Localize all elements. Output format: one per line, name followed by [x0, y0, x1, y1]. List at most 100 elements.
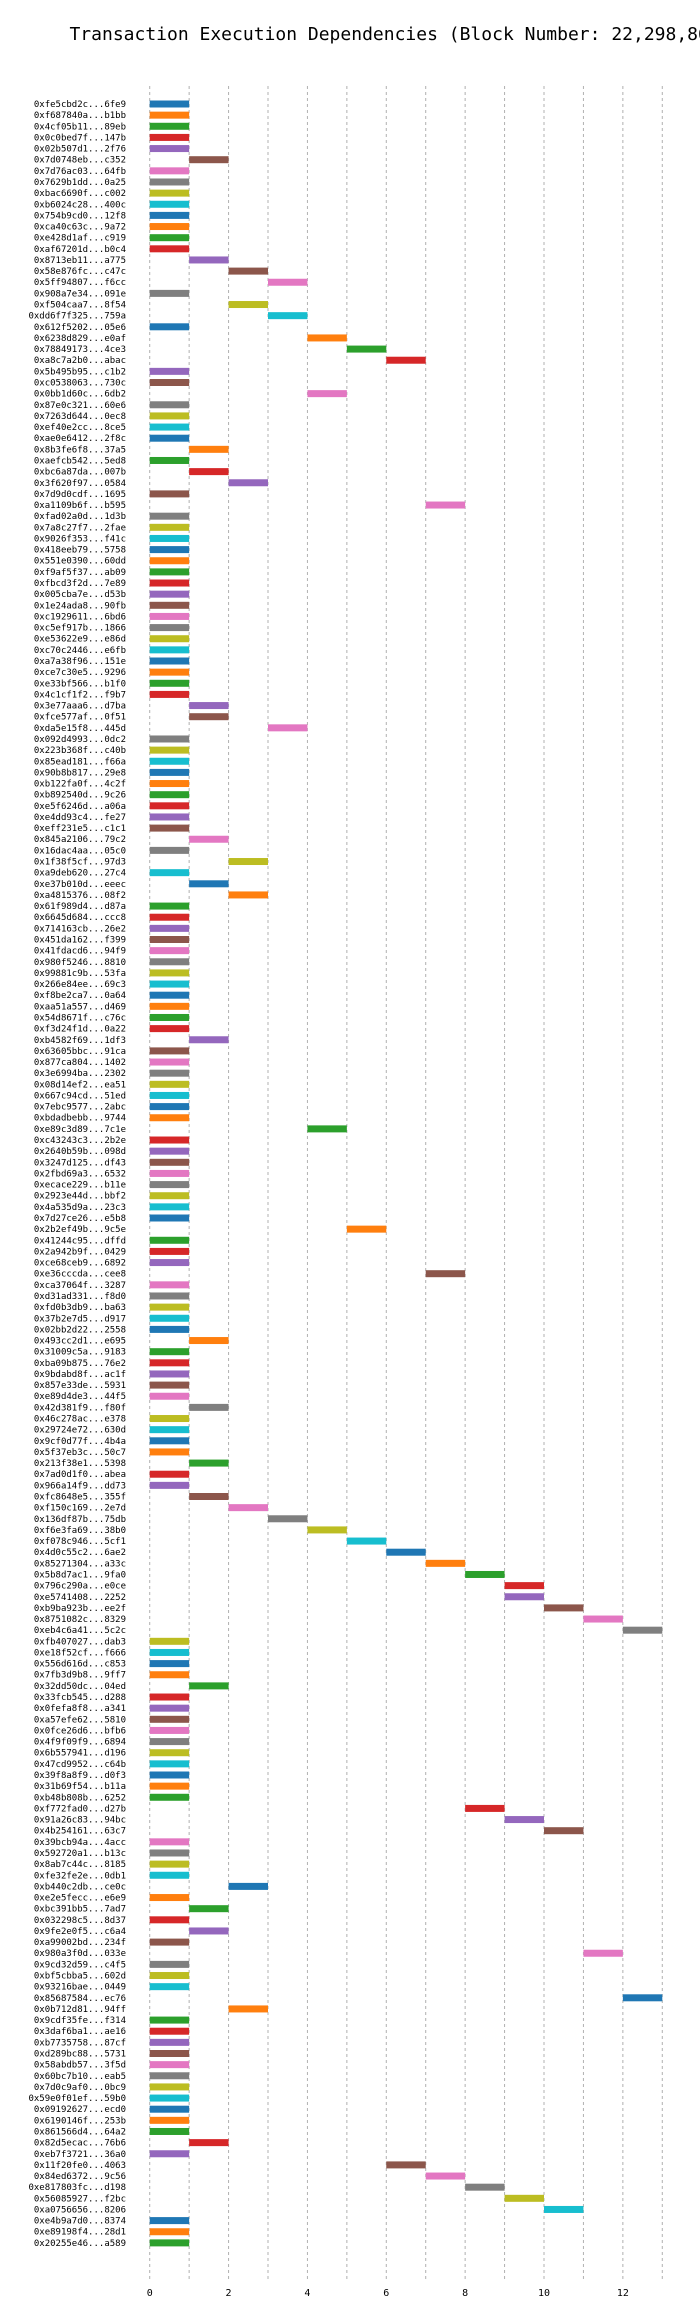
transaction-bar [149, 111, 190, 119]
transaction-label: 0x980f5246...8810 [34, 958, 126, 968]
transaction-label: 0xf504caa7...8f54 [34, 301, 126, 311]
transaction-label: 0x7d27ce26...e5b8 [34, 1214, 126, 1224]
transaction-bar [386, 1548, 426, 1556]
x-tick-label: 8 [462, 2288, 468, 2299]
transaction-label: 0x8713eb11...a775 [34, 256, 126, 266]
transaction-label: 0x0fce26d6...bfb6 [34, 1726, 126, 1736]
transaction-bar [149, 323, 190, 331]
transaction-bar [149, 1793, 190, 1801]
transaction-label: 0x90b8b817...29e8 [34, 768, 126, 778]
transaction-label: 0x39bcb94a...4acc [34, 1838, 126, 1848]
transaction-label: 0x2923e44d...bbf2 [34, 1192, 126, 1202]
bars [149, 100, 663, 2247]
transaction-label: 0x46c278ac...e378 [34, 1415, 126, 1425]
transaction-label: 0xe4dd93c4...fe27 [34, 813, 126, 823]
transaction-label: 0x005cba7e...d53b [34, 590, 126, 600]
transaction-bar [504, 2194, 544, 2202]
x-tick-labels: 0 2 4 6 8 10 12 [147, 2288, 629, 2299]
transaction-bar [149, 456, 190, 464]
transaction-label: 0x41244c95...dffd [34, 1236, 126, 1246]
transaction-label: 0xa99002bd...234f [34, 1938, 126, 1948]
transaction-bar [149, 145, 190, 153]
transaction-label: 0x31b69f54...b11a [34, 1782, 126, 1792]
transaction-label: 0x58e876fc...c47c [34, 267, 126, 277]
transaction-bar [189, 1337, 229, 1345]
transaction-label: 0x418eeb79...5758 [34, 546, 126, 556]
transaction-label: 0x1f38f5cf...97d3 [34, 858, 126, 868]
transaction-label: 0xb6024c28...400c [34, 200, 126, 210]
transaction-label: 0xc5ef917b...1866 [34, 624, 126, 634]
transaction-bar [189, 1459, 229, 1467]
transaction-bar [149, 434, 190, 442]
transaction-label: 0xce7c30e5...9296 [34, 668, 126, 678]
transaction-bar [386, 356, 426, 364]
transaction-bar [149, 924, 190, 932]
transaction-label: 0x0bb1d60c...6db2 [34, 390, 126, 400]
transaction-bar [149, 969, 190, 977]
transaction-bar [149, 1715, 190, 1723]
transaction-bar [149, 1470, 190, 1478]
transaction-bar [149, 846, 190, 854]
transaction-bar [149, 768, 190, 776]
transaction-label: 0xe37b010d...eeec [34, 880, 126, 890]
transaction-bar [149, 1058, 190, 1066]
transaction-bar [189, 713, 229, 721]
transaction-bar [149, 947, 190, 955]
transaction-bar [268, 312, 308, 320]
transaction-label: 0x4a535d9a...23c3 [34, 1203, 126, 1213]
transaction-label: 0xdd6f7f325...759a [28, 312, 126, 322]
transaction-label: 0x7263d644...0ec8 [34, 412, 126, 422]
transaction-label: 0x93216bae...0449 [34, 1983, 126, 1993]
transaction-bar [307, 1526, 347, 1534]
transaction-label: 0x551e0390...60dd [34, 557, 126, 567]
transaction-label: 0x16dac4aa...05c0 [34, 846, 126, 856]
transaction-bar [149, 1103, 190, 1111]
transaction-label: 0x7ad0d1f0...abea [34, 1470, 126, 1480]
transaction-bar [149, 379, 190, 386]
transaction-bar [149, 401, 190, 409]
transaction-bar [149, 780, 190, 788]
transaction-bar [149, 546, 190, 554]
transaction-label: 0xe5741408...2252 [34, 1593, 126, 1603]
transaction-bar [149, 1448, 190, 1456]
transaction-label: 0x845a2106...79c2 [34, 835, 126, 845]
transaction-bar [149, 1047, 190, 1055]
transaction-bar [149, 757, 190, 765]
transaction-bar [149, 1749, 190, 1757]
transaction-bar [149, 167, 190, 175]
transaction-label: 0x980a3f0d...033e [34, 1949, 126, 1959]
transaction-label: 0x84ed6372...9c56 [34, 2172, 126, 2182]
transaction-label: 0xa4815376...08f2 [34, 891, 126, 901]
transaction-bar [149, 646, 190, 654]
transaction-label: 0x02b507d1...2f76 [34, 145, 126, 155]
x-tick-label: 2 [226, 2288, 232, 2299]
transaction-label: 0xe5f6246d...a06a [34, 802, 126, 812]
transaction-label: 0x2b2ef49b...9c5e [34, 1225, 126, 1235]
transaction-bar [149, 601, 190, 609]
transaction-label: 0xa8c7a2b0...abac [34, 356, 126, 366]
transaction-bar [425, 1559, 466, 1567]
transaction-bar [149, 234, 190, 242]
transaction-bar [149, 1983, 190, 1991]
transaction-bar [149, 1849, 190, 1857]
transaction-label: 0xb440c2db...ce0c [34, 1882, 126, 1892]
chart-title: Transaction Execution Dependencies (Bloc… [69, 24, 700, 45]
transaction-label: 0x857e33de...5931 [34, 1381, 126, 1391]
transaction-bar [189, 2139, 229, 2147]
transaction-bar [425, 501, 466, 509]
transaction-label: 0xfc8648e5...355f [34, 1493, 126, 1503]
transaction-bar [189, 702, 229, 710]
transaction-label: 0x85271304...a33c [34, 1559, 126, 1569]
transaction-label: 0xfd0b3db9...ba63 [34, 1303, 126, 1313]
transaction-label: 0x54d8671f...c76c [34, 1013, 126, 1023]
transaction-bar [149, 1091, 190, 1099]
transaction-label: 0x2fbd69a3...6532 [34, 1169, 126, 1179]
transaction-label: 0x0c0bed7f...147b [34, 133, 126, 143]
transaction-label: 0xe4b9a7d0...8374 [34, 2217, 126, 2227]
transaction-bar [149, 490, 190, 498]
transaction-bar [149, 1660, 190, 1668]
transaction-label: 0xfad02a0d...1d3b [34, 512, 126, 522]
transaction-label: 0xe428d1af...c919 [34, 234, 126, 244]
transaction-bar [149, 1648, 190, 1656]
transaction-label: 0xca40c63c...9a72 [34, 223, 126, 233]
